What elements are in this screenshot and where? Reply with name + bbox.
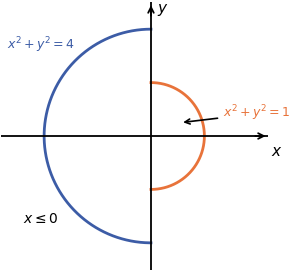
Text: $y$: $y$ [157,2,169,18]
Text: $x$: $x$ [271,144,283,159]
Text: $x \leq 0$: $x \leq 0$ [23,212,58,226]
Text: $x^2 + y^2 = 1$: $x^2 + y^2 = 1$ [185,104,291,124]
Text: $x^2 + y^2 = 4$: $x^2 + y^2 = 4$ [7,35,75,55]
